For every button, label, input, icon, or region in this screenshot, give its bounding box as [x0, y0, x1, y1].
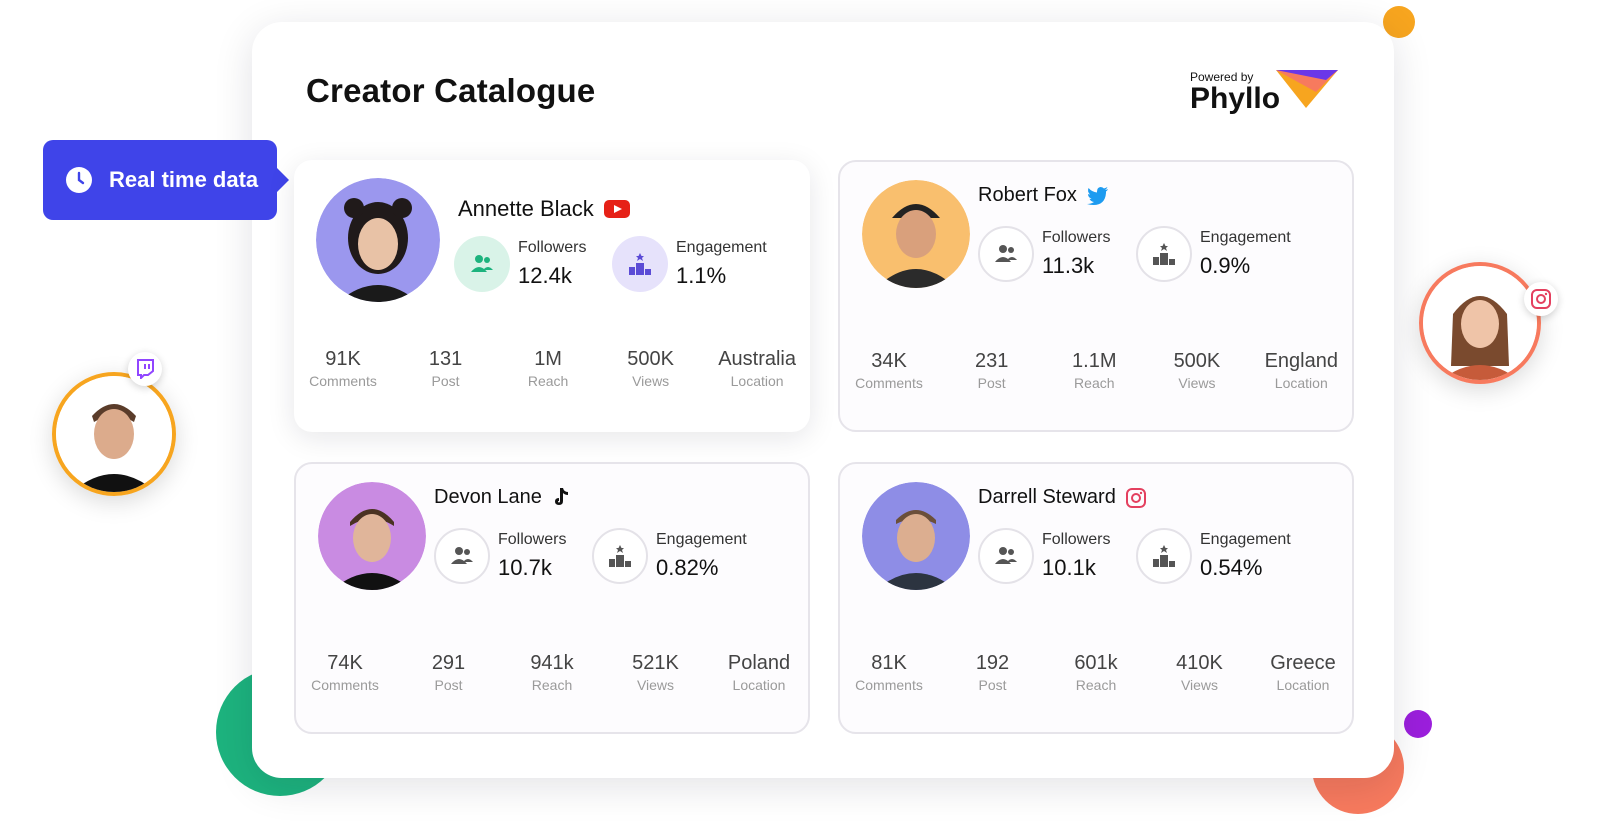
stat-comments: 91K Comments	[309, 348, 377, 389]
twitch-icon	[128, 352, 162, 386]
users-icon	[454, 236, 510, 292]
stats-row: 81K Comments 192 Post 601k Reach 410K Views …	[854, 652, 1338, 693]
creator-name[interactable]: Robert Fox	[978, 184, 1109, 207]
engagement-metric: Engagement 0.9%	[1136, 226, 1291, 282]
engagement-metric: Engagement 1.1%	[612, 236, 767, 292]
creator-name[interactable]: Devon Lane	[434, 486, 570, 509]
creator-name[interactable]: Darrell Steward	[978, 486, 1146, 509]
engagement-value: 1.1%	[676, 263, 727, 288]
followers-value: 11.3k	[1042, 253, 1095, 278]
floating-creator-avatar	[52, 372, 176, 496]
engagement-value: 0.9%	[1200, 253, 1251, 278]
followers-metric: Followers 12.4k	[454, 236, 586, 292]
creator-card[interactable]: Annette Black Followers 12.4k	[294, 160, 810, 432]
youtube-icon	[603, 200, 630, 218]
engagement-value: 0.54%	[1200, 555, 1263, 580]
real-time-data-label: Real time data	[109, 167, 259, 192]
phyllo-logo-icon	[1276, 70, 1338, 108]
stat-location: Poland Location	[727, 652, 791, 693]
avatar	[318, 482, 426, 590]
instagram-icon	[1125, 487, 1146, 508]
stat-post: 131 Post	[428, 348, 463, 389]
decor-purple-dot	[1404, 710, 1432, 738]
instagram-icon	[1524, 282, 1558, 316]
stat-comments: 81K Comments	[855, 652, 923, 693]
tiktok-icon	[554, 487, 568, 505]
podium-icon	[1136, 528, 1192, 584]
stat-reach: 1.1M Reach	[1072, 350, 1117, 391]
creator-card[interactable]: Devon Lane Followers 10.7k	[294, 462, 810, 734]
stat-post: 291 Post	[431, 652, 466, 693]
stat-reach: 941k Reach	[530, 652, 574, 693]
avatar	[862, 482, 970, 590]
stat-reach: 601k Reach	[1074, 652, 1118, 693]
brand-logo: Powered by Phyllo	[1190, 68, 1350, 120]
engagement-metric: Engagement 0.82%	[592, 528, 747, 584]
users-icon	[978, 226, 1034, 282]
stat-reach: 1M Reach	[527, 348, 569, 389]
followers-value: 12.4k	[518, 263, 572, 288]
stat-views: 500K Views	[627, 348, 674, 389]
avatar	[316, 178, 440, 302]
followers-metric: Followers 10.7k	[434, 528, 566, 584]
brand-name: Phyllo	[1190, 82, 1281, 115]
stat-post: 231 Post	[974, 350, 1009, 391]
engagement-value: 0.82%	[656, 555, 719, 580]
clock-icon	[66, 167, 92, 193]
stat-comments: 74K Comments	[311, 652, 379, 693]
stat-post: 192 Post	[975, 652, 1010, 693]
real-time-data-badge[interactable]: Real time data	[43, 140, 289, 220]
podium-icon	[612, 236, 668, 292]
engagement-metric: Engagement 0.54%	[1136, 528, 1291, 584]
followers-metric: Followers 10.1k	[978, 528, 1110, 584]
followers-metric: Followers 11.3k	[978, 226, 1110, 282]
twitter-icon	[1086, 186, 1108, 205]
podium-icon	[1136, 226, 1192, 282]
stat-location: Greece Location	[1270, 652, 1336, 693]
floating-creator-avatar	[1419, 262, 1541, 384]
stats-row: 74K Comments 291 Post 941k Reach 521K Views …	[310, 652, 794, 693]
stat-location: England Location	[1264, 350, 1338, 391]
creator-card[interactable]: Darrell Steward Followers 10.1k	[838, 462, 1354, 734]
stats-row: 91K Comments 131 Post 1M Reach 500K Views Au…	[308, 348, 796, 389]
stat-views: 500K Views	[1173, 350, 1221, 391]
decor-orange-dot	[1383, 6, 1415, 38]
stat-comments: 34K Comments	[855, 350, 923, 391]
users-icon	[978, 528, 1034, 584]
stat-views: 410K Views	[1176, 652, 1223, 693]
powered-by-label: Powered by	[1190, 70, 1254, 84]
followers-value: 10.7k	[498, 555, 552, 580]
page-title: Creator Catalogue	[306, 72, 596, 109]
stat-location: Australia Location	[718, 348, 796, 389]
creator-card[interactable]: Robert Fox Followers 11.3k	[838, 160, 1354, 432]
stat-views: 521K Views	[632, 652, 679, 693]
creator-name[interactable]: Annette Black	[458, 196, 630, 222]
users-icon	[434, 528, 490, 584]
stats-row: 34K Comments 231 Post 1.1M Reach 500K Views …	[854, 350, 1338, 391]
followers-value: 10.1k	[1042, 555, 1096, 580]
avatar	[862, 180, 970, 288]
podium-icon	[592, 528, 648, 584]
